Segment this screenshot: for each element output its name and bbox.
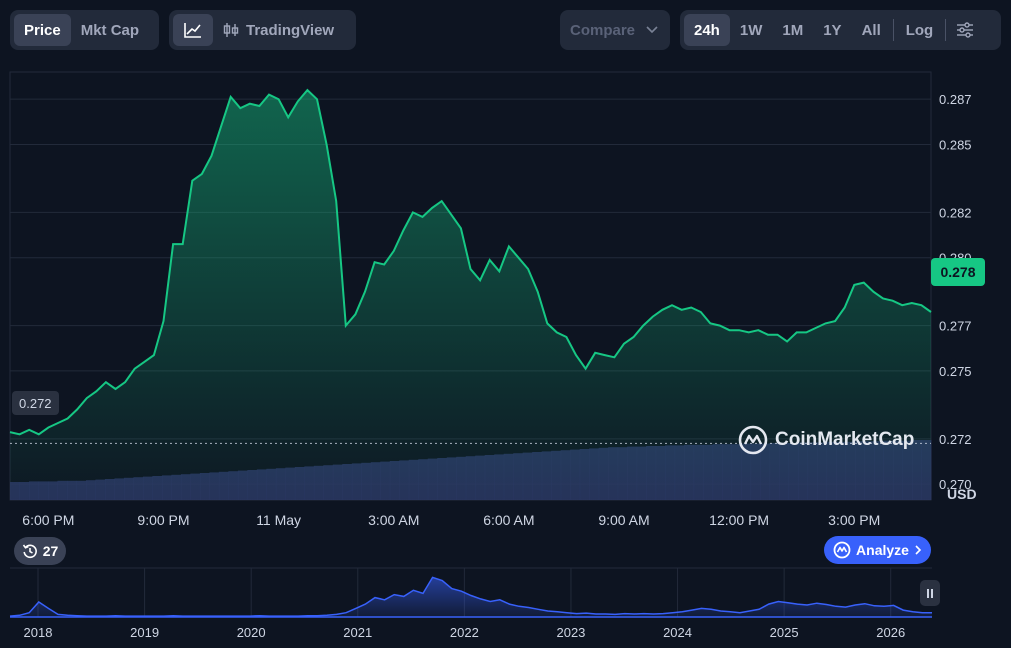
navigator-year-label: 2022 [450,625,479,640]
chevron-right-icon [915,545,922,555]
range-toggle: 24h 1W 1M 1Y All Log [680,10,1001,50]
analyze-logo-icon [833,541,851,559]
x-tick-label: 9:00 AM [598,512,649,528]
history-badge[interactable]: 27 [14,537,66,565]
history-count: 27 [42,543,59,559]
pause-bar-left [927,588,929,598]
compare-label: Compare [570,21,636,39]
analyze-label: Analyze [856,542,909,558]
navigator-year-label: 2020 [237,625,266,640]
y-tick-label: 0.272 [939,432,972,447]
y-axis-unit: USD [947,486,977,502]
mkt-cap-tab[interactable]: Mkt Cap [80,21,140,39]
y-tick-label: 0.277 [939,319,972,334]
y-tick-label: 0.285 [939,137,972,152]
navigator-year-label: 2019 [130,625,159,640]
navigator-handle[interactable] [920,580,940,606]
price-tab[interactable]: Price [14,14,71,46]
navigator-year-label: 2021 [343,625,372,640]
navigator-year-label: 2025 [770,625,799,640]
range-1m[interactable]: 1M [782,21,804,39]
navigator-year-label: 2024 [663,625,692,640]
x-tick-label: 3:00 AM [368,512,419,528]
range-1w[interactable]: 1W [739,21,763,39]
line-chart-icon [184,23,201,38]
tradingview-label: TradingView [246,21,335,39]
history-icon [22,544,37,559]
candlestick-icon [223,23,239,37]
range-all[interactable]: All [861,21,881,39]
watermark-text: CoinMarketCap [775,429,915,450]
settings-divider [945,19,947,41]
compare-dropdown[interactable]: Compare [560,10,670,50]
range-24h[interactable]: 24h [684,14,730,46]
x-tick-label: 6:00 AM [483,512,534,528]
current-price-tag: 0.278 [931,258,985,286]
range-1y[interactable]: 1Y [823,21,842,39]
pause-bar-right [931,588,933,598]
coinmarketcap-watermark: CoinMarketCap [738,425,914,455]
x-tick-label: 11 May [256,512,301,528]
coinmarketcap-logo-icon [738,425,768,455]
y-tick-label: 0.287 [939,92,972,107]
log-toggle[interactable]: Log [905,21,934,39]
y-tick-label: 0.282 [939,205,972,220]
metric-toggle: Price Mkt Cap [10,10,159,50]
range-divider [892,19,894,41]
navigator-year-label: 2018 [24,625,53,640]
settings-button[interactable] [948,14,982,46]
navigator-line [9,576,932,617]
tradingview-button[interactable]: TradingView [213,14,344,46]
navigator-area [10,577,932,617]
x-tick-label: 6:00 PM [22,512,74,528]
x-tick-label: 9:00 PM [137,512,189,528]
line-chart-button[interactable] [173,14,213,46]
navigator-year-label: 2026 [876,625,905,640]
chart-type-toggle: TradingView [169,10,356,50]
price-area [10,90,931,500]
price-chart[interactable]: 0.2870.2850.2820.2800.2770.2750.2720.270… [0,0,1011,540]
x-tick-label: 3:00 PM [828,512,880,528]
analyze-button[interactable]: Analyze [824,536,931,564]
y-tick-label: 0.275 [939,364,972,379]
chevron-down-icon [646,26,658,34]
y-tick-label: 0.270 [939,477,972,492]
x-tick-label: 12:00 PM [709,512,769,528]
navigator-year-label: 2023 [556,625,585,640]
sliders-icon [957,22,974,38]
open-price-tag: 0.272 [12,391,59,415]
price-line [9,88,932,436]
